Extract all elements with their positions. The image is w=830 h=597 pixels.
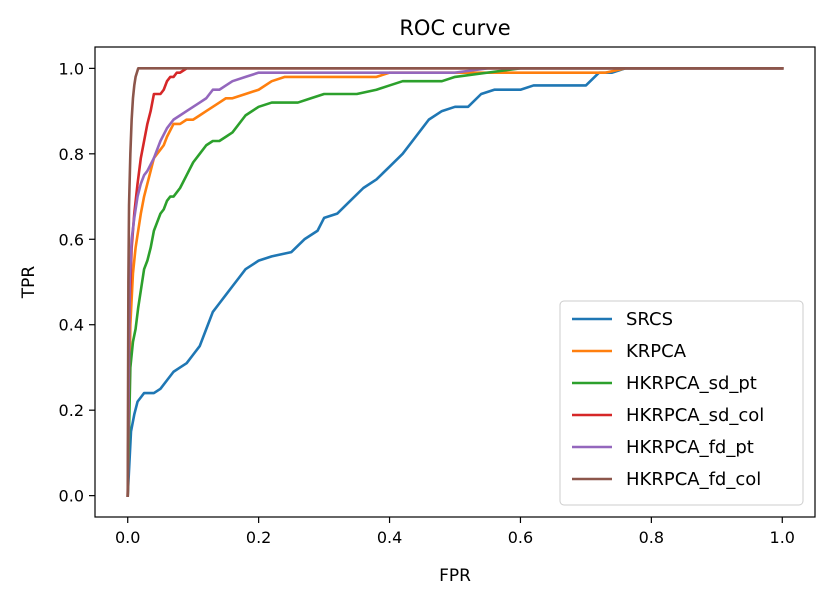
y-tick-label: 0.0 — [59, 487, 84, 506]
legend-label: HKRPCA_sd_pt — [626, 373, 757, 394]
x-tick-label: 0.6 — [508, 528, 533, 547]
x-tick-label: 1.0 — [770, 528, 795, 547]
y-tick-label: 1.0 — [59, 59, 84, 78]
y-tick-label: 0.6 — [59, 230, 84, 249]
y-tick-label: 0.8 — [59, 145, 84, 164]
x-tick-label: 0.8 — [639, 528, 664, 547]
x-tick-label: 0.0 — [115, 528, 140, 547]
x-tick-label: 0.2 — [246, 528, 271, 547]
series-line-srcs — [126, 67, 784, 498]
plot-area — [94, 46, 816, 518]
legend-label: HKRPCA_sd_col — [626, 405, 764, 426]
x-axis-label: FPR — [439, 566, 471, 586]
series-line-hkrpca-sd-pt — [126, 67, 784, 497]
y-tick-label: 0.4 — [59, 316, 84, 335]
y-axis-label: TPR — [19, 266, 39, 300]
series-line-hkrpca-fd-col — [126, 67, 784, 497]
legend-box — [559, 300, 804, 506]
legend-label: HKRPCA_fd_pt — [626, 437, 754, 458]
chart-title: ROC curve — [399, 16, 510, 40]
series-line-hkrpca-fd-pt — [126, 67, 784, 497]
legend: SRCS KRPCA HKRPCA_sd_pt HKRPCA_sd_col HKRPCA… — [559, 300, 804, 506]
axis-ticks: 0.0 0.2 0.4 0.6 0.8 1.0 0.0 0.2 0.4 0.6 0.8 1.0 — [59, 59, 795, 547]
axes-frame — [94, 46, 816, 518]
legend-label: SRCS — [626, 309, 673, 330]
x-tick-label: 0.4 — [377, 528, 402, 547]
y-tick-label: 0.2 — [59, 401, 84, 420]
legend-label: HKRPCA_fd_col — [626, 469, 761, 490]
legend-label: KRPCA — [626, 341, 687, 362]
